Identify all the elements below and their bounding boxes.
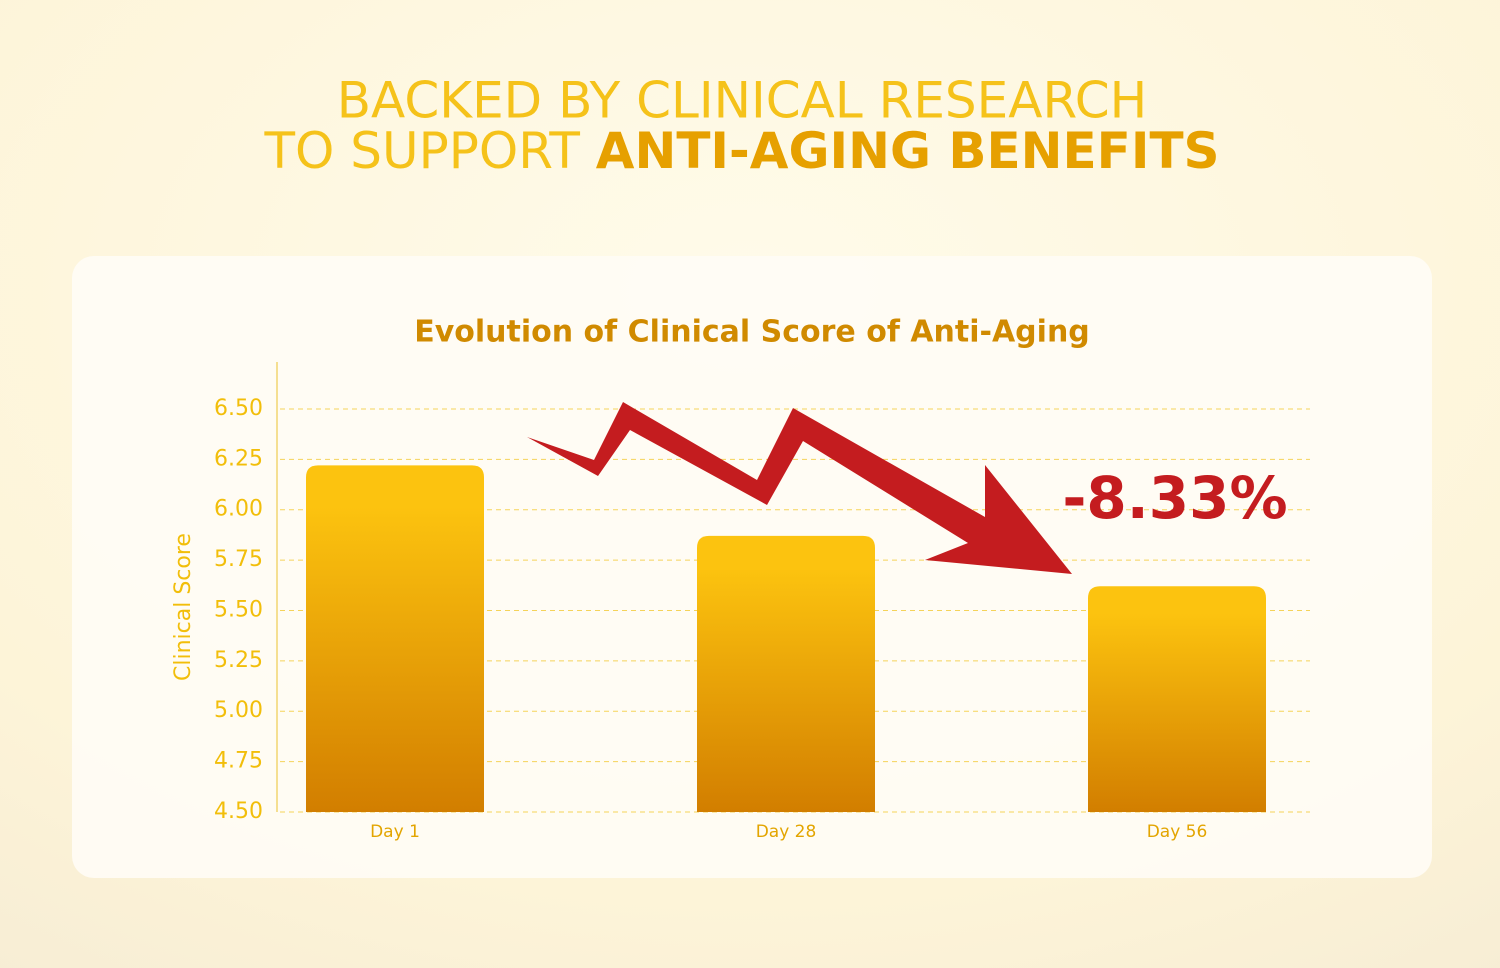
y-tick-label: 5.75: [214, 547, 263, 572]
y-tick-label: 4.75: [214, 749, 263, 774]
y-axis-label: Clinical Score: [171, 533, 196, 681]
x-tick-label: Day 28: [756, 822, 817, 842]
x-tick-label: Day 1: [370, 822, 420, 842]
bar: [1088, 586, 1266, 812]
y-tick-label: 5.00: [214, 698, 263, 723]
headline-regular: TO SUPPORT: [263, 122, 580, 180]
headline-line2: TO SUPPORT ANTI-AGING BENEFITS: [263, 122, 1219, 180]
y-tick-label: 5.50: [214, 597, 263, 622]
headline-bold: ANTI-AGING BENEFITS: [596, 122, 1220, 180]
y-tick-label: 5.25: [214, 648, 263, 673]
bar: [306, 465, 484, 812]
bar: [697, 535, 875, 812]
y-tick-label: 4.50: [214, 799, 263, 824]
chart-title: Evolution of Clinical Score of Anti-Agin…: [414, 315, 1090, 350]
y-tick-label: 6.50: [214, 396, 263, 421]
trend-arrow: [527, 402, 1072, 574]
y-tick-label: 6.00: [214, 497, 263, 522]
x-tick-label: Day 56: [1147, 822, 1208, 842]
headline-line1: BACKED BY CLINICAL RESEARCH: [337, 72, 1147, 130]
change-annotation: -8.33%: [1062, 464, 1287, 532]
y-tick-label: 6.25: [214, 446, 263, 471]
